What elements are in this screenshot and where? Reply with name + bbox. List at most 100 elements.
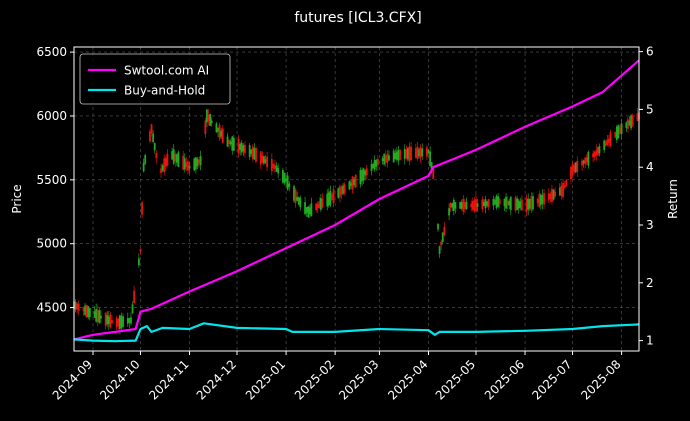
candle-body-93 xyxy=(277,167,280,174)
candle-body-6 xyxy=(85,304,88,318)
candle-body-201 xyxy=(517,200,520,209)
candle-body-173 xyxy=(454,202,457,209)
candle-body-202 xyxy=(519,201,522,209)
candle-body-217 xyxy=(552,189,555,200)
candle-body-187 xyxy=(486,201,488,206)
left-tick-label: 4500 xyxy=(36,301,67,315)
candle-body-56 xyxy=(196,158,199,167)
candle-body-193 xyxy=(498,199,501,205)
candle-body-249 xyxy=(625,122,628,128)
legend: Swtool.com AI Buy-and-Hold xyxy=(79,53,231,105)
right-tick-label: 3 xyxy=(646,218,654,232)
candle-body-233 xyxy=(587,151,590,166)
candle-body-251 xyxy=(628,120,631,126)
candle-body-102 xyxy=(297,197,300,205)
candle-body-243 xyxy=(609,132,612,147)
candle-body-219 xyxy=(558,187,561,196)
candle-body-41 xyxy=(163,158,166,173)
right-tick-label: 6 xyxy=(646,45,654,59)
candle-body-129 xyxy=(359,170,362,185)
candlesticks xyxy=(73,107,640,335)
candle-body-19 xyxy=(115,318,118,328)
candle-body-23 xyxy=(122,316,124,327)
candle-body-133 xyxy=(365,168,368,175)
candle-body-20 xyxy=(117,318,120,326)
candle-body-150 xyxy=(405,149,408,158)
candle-body-209 xyxy=(536,198,539,204)
candle-body-26 xyxy=(130,317,132,324)
candle-body-222 xyxy=(563,185,566,189)
candle-body-13 xyxy=(100,315,102,319)
candle-body-181 xyxy=(473,200,476,211)
candle-body-142 xyxy=(386,154,389,163)
candle-body-113 xyxy=(321,198,324,208)
return-lines xyxy=(73,59,640,343)
candle-body-118 xyxy=(332,189,335,204)
candle-body-4 xyxy=(82,307,85,312)
left-y-ticks: 4500 5000 5500 6000 6500 xyxy=(36,45,74,315)
candle-body-62 xyxy=(209,113,212,126)
candle-body-143 xyxy=(388,155,390,161)
candle-body-1 xyxy=(74,302,77,310)
candle-body-11 xyxy=(96,309,99,323)
candle-body-57 xyxy=(198,159,200,164)
candle-body-225 xyxy=(571,164,574,176)
candle-body-138 xyxy=(376,159,379,166)
candle-body-236 xyxy=(595,150,598,156)
candle-body-131 xyxy=(362,168,365,181)
candle-body-254 xyxy=(636,113,639,122)
candle-body-114 xyxy=(326,193,329,207)
series-line-0 xyxy=(73,59,640,341)
candle-body-109 xyxy=(315,203,318,211)
candle-body-67 xyxy=(220,130,223,137)
candle-body-206 xyxy=(528,198,531,209)
candle-body-140 xyxy=(383,154,386,165)
candle-body-200 xyxy=(516,198,519,211)
candle-body-75 xyxy=(239,143,242,150)
candle-body-60 xyxy=(206,109,208,123)
candle-body-220 xyxy=(560,185,563,196)
candle-body-47 xyxy=(175,154,178,163)
candle-body-232 xyxy=(585,157,588,163)
candle-body-242 xyxy=(608,138,610,143)
candle-body-90 xyxy=(272,163,275,169)
candle-body-30 xyxy=(139,248,142,252)
candle-body-223 xyxy=(565,180,568,187)
candle-body-144 xyxy=(392,150,395,163)
candle-body-25 xyxy=(128,318,131,323)
plot-frame xyxy=(73,46,640,352)
candle-body-21 xyxy=(118,315,121,330)
candle-body-65 xyxy=(217,127,219,132)
candle-body-244 xyxy=(614,131,617,138)
candle-body-169 xyxy=(448,208,450,216)
candle-body-153 xyxy=(410,146,413,161)
candle-body-205 xyxy=(527,198,530,210)
candle-body-184 xyxy=(481,199,484,210)
candle-body-134 xyxy=(370,164,373,171)
candle-body-156 xyxy=(418,149,420,157)
candle-body-31 xyxy=(141,202,143,215)
candle-body-177 xyxy=(464,201,466,209)
legend-label-buyhold: Buy-and-Hold xyxy=(124,84,205,98)
candle-body-95 xyxy=(283,172,286,184)
candle-body-110 xyxy=(316,203,319,208)
candle-body-195 xyxy=(505,196,507,209)
candle-body-48 xyxy=(177,152,180,167)
candle-body-172 xyxy=(452,199,455,211)
candle-body-248 xyxy=(620,123,623,135)
candle-body-36 xyxy=(152,133,155,142)
candle-body-51 xyxy=(185,162,188,168)
candle-body-14 xyxy=(104,312,107,326)
candle-body-99 xyxy=(293,186,295,201)
candle-body-111 xyxy=(318,201,321,209)
candle-body-39 xyxy=(160,168,162,173)
candle-body-61 xyxy=(207,114,210,122)
candle-body-76 xyxy=(240,142,243,153)
candle-body-160 xyxy=(427,150,430,154)
candle-body-245 xyxy=(615,126,618,140)
candle-body-228 xyxy=(576,160,579,172)
candle-body-178 xyxy=(465,201,468,210)
candle-body-72 xyxy=(231,136,234,151)
candle-body-116 xyxy=(329,190,332,206)
candle-body-117 xyxy=(331,193,333,201)
